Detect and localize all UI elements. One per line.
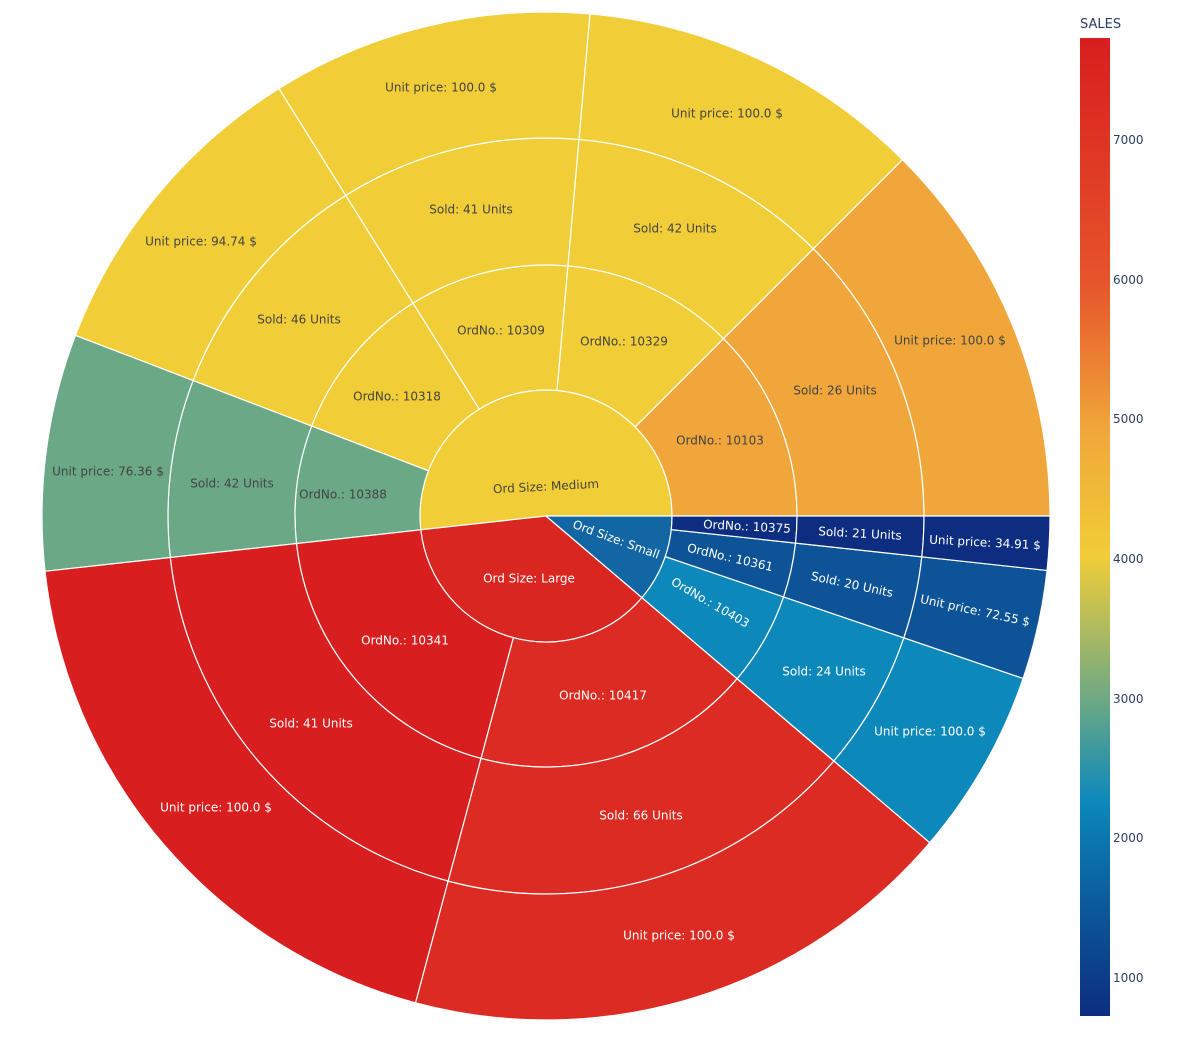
colorbar [1080,38,1110,1016]
colorbar-tick-label: 7000 [1113,133,1144,147]
colorbar-tick-label: 5000 [1113,412,1144,426]
sunburst-segments [41,11,1051,1021]
sunburst-segment-10375-price[interactable] [921,515,1051,572]
colorbar-tick-label: 1000 [1113,971,1144,985]
colorbar-tick-label: 6000 [1113,273,1144,287]
colorbar-tick-label: 4000 [1113,552,1144,566]
colorbar-title: SALES [1080,17,1122,32]
colorbar-tick-label: 3000 [1113,692,1144,706]
sunburst-segment-10341-price[interactable] [44,556,449,1004]
colorbar-tick-label: 2000 [1113,831,1144,845]
